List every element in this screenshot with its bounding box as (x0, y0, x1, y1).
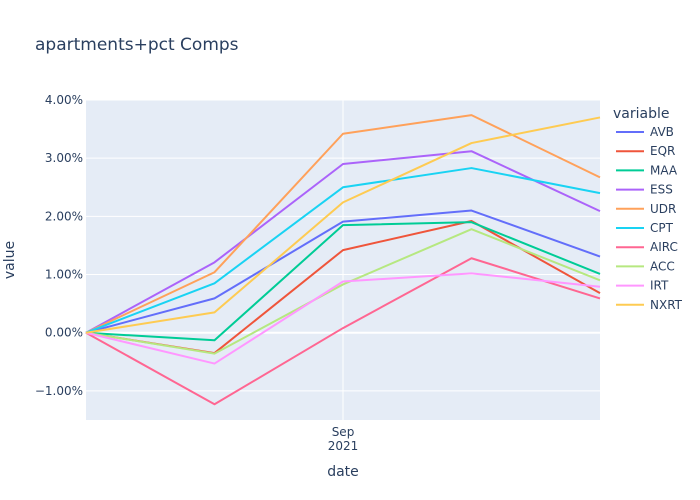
legend-label-airc: AIRC (650, 240, 678, 254)
y-tick-label: 4.00% (45, 93, 83, 107)
series-line-cpt (85, 167, 601, 334)
chart-title: apartments+pct Comps (35, 35, 239, 55)
x-axis-label: date (327, 464, 359, 480)
legend-label-udr: UDR (650, 202, 676, 216)
series-line-nxrt (85, 116, 601, 334)
legend-label-nxrt: NXRT (650, 298, 683, 312)
x-tick-label-month: Sep (332, 425, 355, 439)
y-tick-label: 0.00% (45, 326, 83, 340)
y-tick-labels: −1.00% 0.00% 1.00% 2.00% 3.00% 4.00% (35, 93, 83, 398)
legend-label-avb: AVB (650, 125, 674, 139)
series-lines (85, 114, 601, 406)
y-tick-label: −1.00% (35, 384, 83, 398)
legend: variable AVB EQR MAA ESS UDR CPT AIRC ACC IRT NXR… (613, 106, 683, 312)
series-line-airc (85, 257, 601, 406)
legend-title: variable (613, 106, 669, 122)
series-line-irt (85, 272, 601, 365)
series-line-ess (85, 150, 601, 334)
y-tick-label: 1.00% (45, 268, 83, 282)
y-tick-label: 3.00% (45, 151, 83, 165)
series-line-acc (85, 228, 601, 355)
series-line-avb (85, 209, 601, 334)
series-line-udr (85, 114, 601, 334)
legend-label-ess: ESS (650, 183, 673, 197)
legend-label-eqr: EQR (650, 144, 675, 158)
legend-label-maa: MAA (650, 163, 678, 177)
legend-label-cpt: CPT (650, 221, 674, 235)
legend-label-acc: ACC (650, 259, 675, 273)
series-line-maa (85, 221, 601, 342)
y-axis-label: value (2, 241, 18, 279)
x-tick-label-year: 2021 (328, 439, 359, 453)
y-tick-label: 2.00% (45, 209, 83, 223)
legend-label-irt: IRT (650, 279, 669, 293)
